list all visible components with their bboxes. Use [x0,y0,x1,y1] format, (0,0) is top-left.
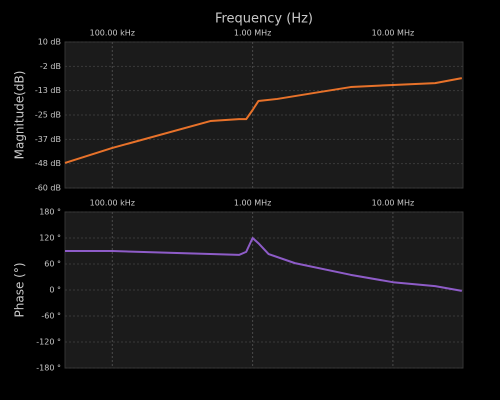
y-tick-label: 120 ° [39,234,61,243]
x-tick-label: 100.00 kHz [90,199,135,208]
y-tick-label: -60 dB [35,184,61,193]
y-tick-label: -180 ° [36,364,61,373]
x-tick-label: 1.00 MHz [234,199,271,208]
plot-area [64,211,464,369]
y-tick-label: 180 ° [39,208,61,217]
y-axis-label: Phase (°) [13,262,27,317]
x-tick-label: 10.00 MHz [372,29,415,38]
chart-title: Frequency (Hz) [215,12,313,27]
data-line [65,237,463,292]
y-tick-label: -2 dB [40,62,61,71]
y-tick-label: 0 ° [49,286,61,295]
y-tick-label: 10 dB [38,38,61,47]
plot-area [64,41,464,189]
x-tick-label: 100.00 kHz [90,29,135,38]
y-tick-label: 60 ° [44,260,61,269]
data-line [64,77,463,164]
y-tick-label: -13 dB [35,86,61,95]
y-tick-label: -48 dB [35,159,61,168]
y-tick-label: -37 dB [35,135,61,144]
x-tick-label: 10.00 MHz [372,199,415,208]
y-tick-label: -60 ° [41,312,61,321]
y-tick-label: -120 ° [36,338,61,347]
y-axis-label: Magnitude(dB) [13,71,27,160]
y-tick-label: -25 dB [35,111,61,120]
x-tick-label: 1.00 MHz [234,29,271,38]
